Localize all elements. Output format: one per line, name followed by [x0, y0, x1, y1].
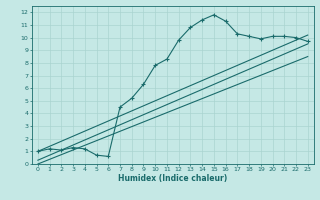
X-axis label: Humidex (Indice chaleur): Humidex (Indice chaleur)	[118, 174, 228, 183]
